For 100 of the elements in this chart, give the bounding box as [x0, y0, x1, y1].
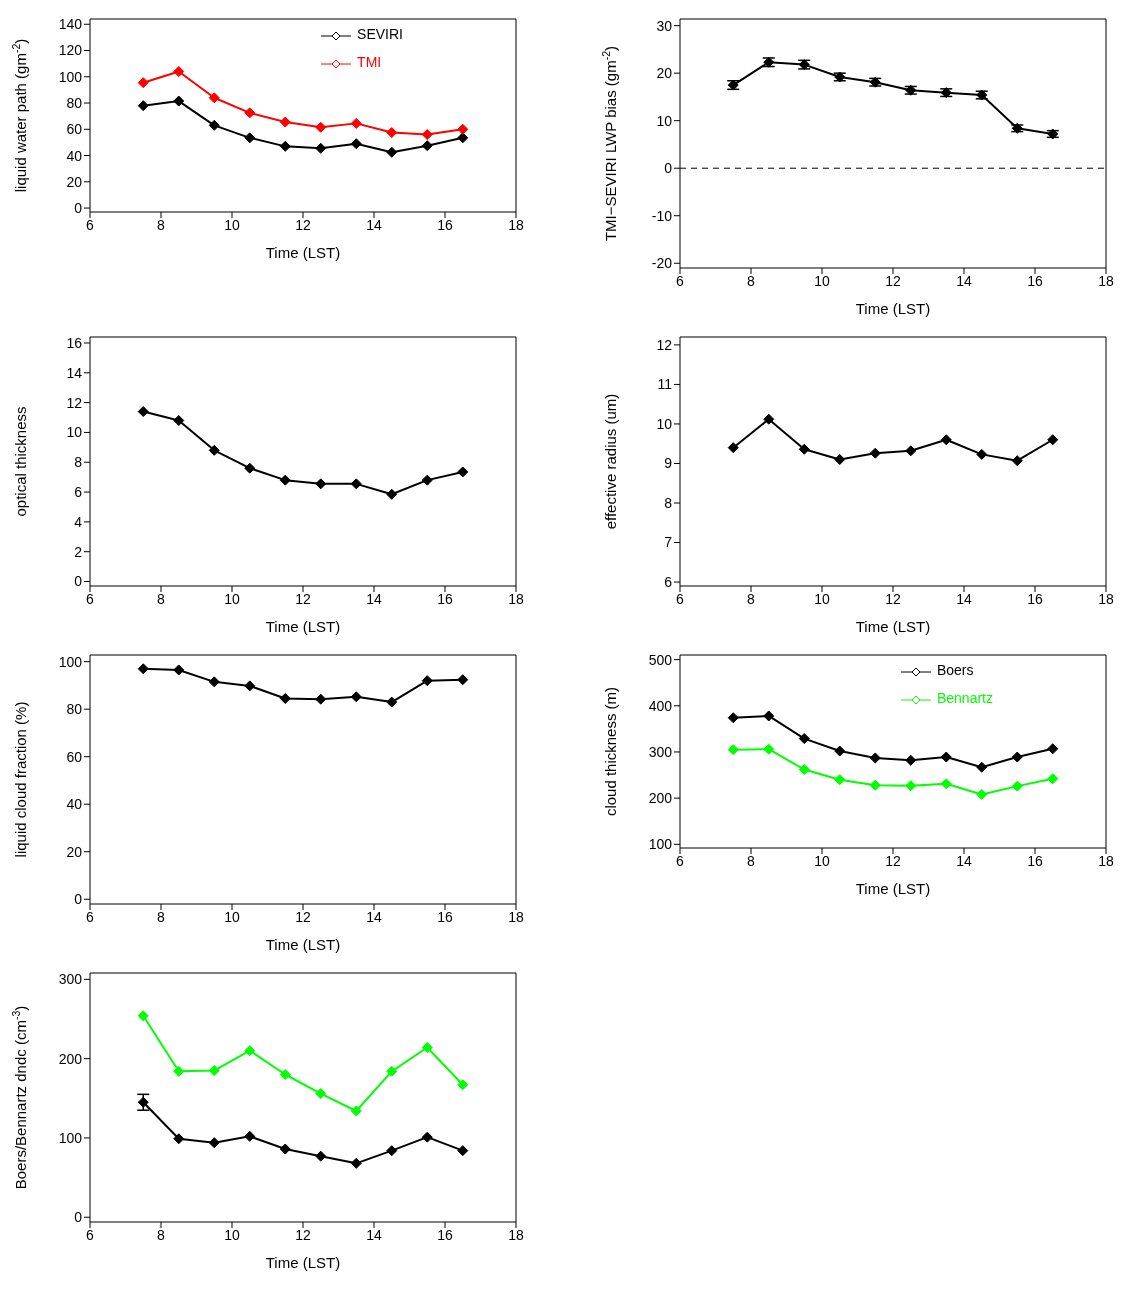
x-tick-label: 10 [224, 1226, 240, 1243]
x-tick-label: 10 [224, 590, 240, 607]
point [798, 764, 810, 776]
x-tick-label: 10 [814, 272, 830, 289]
x-tick-label: 16 [1027, 590, 1043, 607]
point [315, 693, 327, 705]
point [244, 462, 256, 474]
y-tick-label: 8 [74, 454, 83, 471]
y-tick-label: 100 [58, 1129, 83, 1146]
point [905, 445, 917, 457]
x-tick-label: 16 [437, 216, 453, 233]
point [1011, 455, 1023, 467]
x-tick-label: 14 [366, 590, 382, 607]
point [173, 95, 185, 107]
x-tick-label: 12 [885, 272, 901, 289]
point [1011, 780, 1023, 792]
y-tick-label: 0 [74, 891, 83, 908]
x-tick-label: 8 [157, 590, 166, 607]
y-tick-label: 7 [664, 534, 673, 551]
point [350, 138, 362, 150]
point [869, 779, 881, 791]
point [798, 733, 810, 745]
y-tick-label: 16 [66, 334, 83, 351]
x-tick-label: 8 [747, 852, 756, 869]
point [350, 1157, 362, 1169]
x-tick-label: 6 [86, 216, 95, 233]
x-tick-label: 6 [86, 1226, 95, 1243]
y-tick-label: 300 [648, 743, 673, 760]
point [727, 712, 739, 724]
x-tick-label: 14 [956, 590, 972, 607]
point [208, 92, 220, 104]
point [457, 466, 469, 478]
x-tick-label: 6 [676, 272, 685, 289]
point [940, 434, 952, 446]
x-tick-label: 10 [224, 216, 240, 233]
point [421, 1131, 433, 1143]
y-tick-label: 100 [58, 68, 83, 85]
y-tick-label: 10 [66, 424, 83, 441]
point [279, 116, 291, 128]
y-tick-label: 60 [66, 121, 83, 138]
x-tick-label: 10 [224, 908, 240, 925]
x-tick-label: 8 [157, 908, 166, 925]
y-tick-label: 20 [656, 65, 673, 82]
legend-label: TMI [357, 54, 382, 70]
y-axis-title: effective radius (um) [602, 393, 619, 530]
legend-label: SEVIRI [357, 26, 403, 42]
x-axis-title: Time (LST) [265, 936, 341, 953]
point [279, 692, 291, 704]
x-tick-label: 12 [885, 852, 901, 869]
y-tick-label: 8 [664, 494, 673, 511]
point [976, 761, 988, 773]
x-axis-title: Time (LST) [855, 618, 931, 635]
point [834, 454, 846, 466]
y-axis-title: cloud thickness (m) [602, 686, 619, 817]
x-tick-label: 18 [508, 216, 524, 233]
point [173, 664, 185, 676]
point [350, 478, 362, 490]
x-tick-label: 12 [295, 908, 311, 925]
point [386, 696, 398, 708]
x-tick-label: 8 [157, 1226, 166, 1243]
y-tick-label: 6 [74, 484, 83, 501]
x-tick-label: 6 [676, 590, 685, 607]
y-tick-label: 12 [656, 336, 673, 353]
point [386, 488, 398, 500]
x-tick-label: 12 [295, 216, 311, 233]
point [315, 478, 327, 490]
y-tick-label: 9 [664, 455, 673, 472]
x-axis-title: Time (LST) [265, 244, 341, 261]
point [173, 1133, 185, 1145]
y-tick-label: 140 [58, 16, 83, 33]
y-tick-label: 80 [66, 701, 83, 718]
point [834, 774, 846, 786]
y-tick-label: 120 [58, 42, 83, 59]
point [457, 132, 469, 144]
point [421, 675, 433, 687]
x-axis-title: Time (LST) [265, 1254, 341, 1271]
x-tick-label: 6 [86, 908, 95, 925]
point [905, 754, 917, 766]
point [208, 1137, 220, 1149]
x-tick-label: 14 [366, 216, 382, 233]
point [763, 413, 775, 425]
y-tick-label: 200 [648, 790, 673, 807]
x-tick-label: 12 [885, 590, 901, 607]
point [244, 680, 256, 692]
point [457, 123, 469, 135]
point [208, 676, 220, 688]
y-tick-label: 0 [74, 573, 83, 590]
point [457, 1079, 469, 1091]
y-tick-label: 500 [648, 651, 673, 668]
x-tick-label: 8 [747, 590, 756, 607]
x-tick-label: 16 [437, 908, 453, 925]
point [763, 743, 775, 755]
point [208, 119, 220, 131]
y-tick-label: 30 [656, 17, 673, 34]
x-tick-label: 8 [157, 216, 166, 233]
x-tick-label: 18 [1098, 852, 1114, 869]
point [244, 107, 256, 119]
y-tick-label: 100 [58, 653, 83, 670]
point [457, 674, 469, 686]
y-tick-label: 400 [648, 697, 673, 714]
